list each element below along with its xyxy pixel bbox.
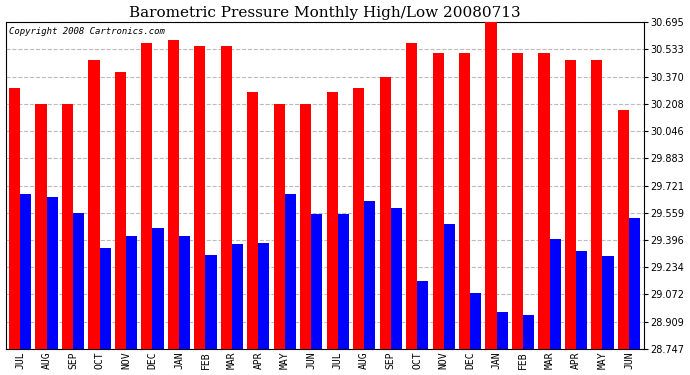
Bar bbox=[470, 293, 481, 349]
Bar bbox=[300, 104, 311, 349]
Bar bbox=[629, 217, 640, 349]
Bar bbox=[47, 198, 58, 349]
Bar bbox=[20, 194, 31, 349]
Text: Copyright 2008 Cartronics.com: Copyright 2008 Cartronics.com bbox=[9, 27, 165, 36]
Bar bbox=[406, 43, 417, 349]
Bar bbox=[391, 207, 402, 349]
Bar bbox=[364, 201, 375, 349]
Bar bbox=[565, 60, 576, 349]
Bar bbox=[179, 236, 190, 349]
Bar bbox=[618, 110, 629, 349]
Bar bbox=[141, 43, 152, 349]
Bar bbox=[444, 224, 455, 349]
Bar bbox=[338, 214, 349, 349]
Bar bbox=[380, 76, 391, 349]
Bar bbox=[73, 213, 84, 349]
Bar bbox=[35, 104, 47, 349]
Bar bbox=[99, 248, 110, 349]
Bar bbox=[285, 194, 296, 349]
Bar bbox=[247, 92, 258, 349]
Bar bbox=[232, 244, 243, 349]
Bar bbox=[512, 53, 523, 349]
Bar bbox=[126, 236, 137, 349]
Bar bbox=[206, 255, 217, 349]
Bar bbox=[88, 60, 99, 349]
Bar bbox=[258, 243, 270, 349]
Bar bbox=[353, 88, 364, 349]
Bar bbox=[152, 228, 164, 349]
Bar bbox=[549, 240, 561, 349]
Bar bbox=[497, 312, 508, 349]
Bar bbox=[311, 214, 322, 349]
Bar bbox=[195, 46, 206, 349]
Bar bbox=[433, 53, 444, 349]
Bar bbox=[221, 46, 232, 349]
Bar bbox=[9, 88, 20, 349]
Bar bbox=[115, 72, 126, 349]
Bar bbox=[274, 104, 285, 349]
Bar bbox=[576, 251, 587, 349]
Bar bbox=[326, 92, 338, 349]
Bar bbox=[523, 315, 534, 349]
Bar bbox=[417, 281, 428, 349]
Bar bbox=[62, 104, 73, 349]
Bar bbox=[538, 53, 549, 349]
Bar bbox=[486, 21, 497, 349]
Bar bbox=[602, 256, 613, 349]
Bar bbox=[591, 60, 602, 349]
Bar bbox=[459, 53, 470, 349]
Title: Barometric Pressure Monthly High/Low 20080713: Barometric Pressure Monthly High/Low 200… bbox=[129, 6, 520, 20]
Bar bbox=[168, 40, 179, 349]
